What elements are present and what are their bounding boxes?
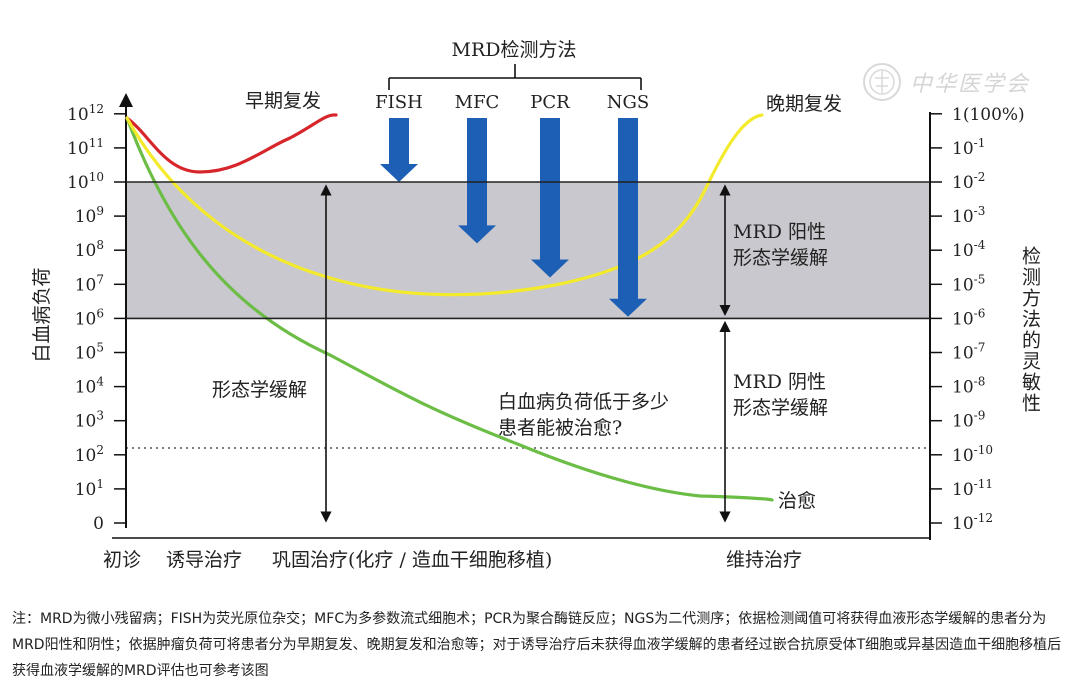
right-tick-label: 10-3 — [952, 204, 985, 227]
x-label-consolidation: 巩固治疗(化疗 / 造血干细胞移植) — [272, 549, 552, 571]
right-tick-label: 10-1 — [952, 136, 985, 159]
left-tick-label: 105 — [75, 341, 104, 364]
late-relapse-label: 晚期复发 — [766, 93, 842, 115]
method-label: MFC — [455, 92, 500, 113]
right-tick-label: 10-5 — [952, 272, 985, 295]
right-tick-label: 10-4 — [952, 238, 986, 261]
early-relapse-curve — [125, 113, 338, 174]
left-tick-label: 1012 — [67, 102, 104, 125]
mrd-positive-label-line1: MRD 阳性 — [733, 221, 826, 243]
watermark-text: 中华医学会 — [910, 72, 1031, 97]
x-label-maintenance: 维持治疗 — [726, 549, 802, 571]
right-tick-label: 1(100%) — [952, 105, 1025, 125]
cure-curve — [125, 116, 774, 502]
mrd-diagram-canvas: 0 101 102 103 104 105 106 107 108 109 1010 1011 1012… — [31, 39, 1041, 571]
mrd-methods-bracket — [388, 64, 642, 90]
watermark: 中华医学会 — [862, 62, 1030, 102]
left-tick-label: 109 — [75, 204, 104, 227]
right-tick-label: 10-11 — [952, 477, 993, 500]
right-axis-ticks: 10-12 10-11 10-10 10-9 10-8 10-7 10-6 10-5 10-4 1… — [930, 105, 1025, 534]
left-tick-label: 104 — [75, 375, 105, 398]
left-axis-title: 白血病负荷 — [31, 267, 53, 362]
left-tick-label: 0 — [93, 514, 104, 534]
question-line2: 患者能被治愈? — [498, 417, 622, 439]
right-tick-label: 10-7 — [952, 341, 985, 364]
method-arrows: FISH MFC PCR NGS — [375, 92, 649, 317]
right-tick-label: 10-8 — [952, 375, 985, 398]
right-tick-label: 10-12 — [952, 511, 993, 534]
left-axis-ticks: 0 101 102 103 104 105 106 107 108 109 1010 1011 1012 — [67, 102, 126, 534]
left-tick-label: 106 — [75, 306, 104, 329]
mrd-positive-label-line2: 形态学缓解 — [733, 247, 828, 269]
left-tick-label: 103 — [75, 409, 104, 432]
left-tick-label: 107 — [75, 272, 104, 295]
mrd-methods-title: MRD检测方法 — [452, 39, 577, 61]
method-label: NGS — [607, 92, 649, 113]
right-tick-label: 10-6 — [952, 306, 985, 329]
left-tick-label: 108 — [75, 238, 104, 261]
cure-label: 治愈 — [778, 490, 816, 512]
late-relapse-curve — [125, 113, 764, 297]
mrd-negative-label-line1: MRD 阴性 — [733, 371, 826, 393]
right-axis-title: 检测方法的灵敏性 — [1019, 246, 1041, 414]
x-label-diagnosis: 初诊 — [103, 549, 141, 571]
method-label: FISH — [375, 92, 423, 113]
right-tick-label: 10-9 — [952, 409, 985, 432]
right-tick-label: 10-10 — [952, 443, 993, 466]
left-tick-label: 1010 — [67, 170, 104, 193]
method-arrow — [609, 118, 647, 317]
morphological-remission-label: 形态学缓解 — [212, 379, 307, 401]
x-label-induction: 诱导治疗 — [166, 549, 242, 571]
society-seal-icon — [863, 63, 901, 101]
right-tick-label: 10-2 — [952, 170, 985, 193]
early-relapse-label: 早期复发 — [245, 90, 321, 112]
method-arrow — [531, 118, 569, 278]
method-label: PCR — [530, 92, 570, 113]
mrd-negative-label-line2: 形态学缓解 — [733, 397, 828, 419]
left-tick-label: 101 — [75, 477, 104, 500]
left-tick-label: 102 — [75, 443, 104, 466]
figure-note: 注：MRD为微小残留病；FISH为荧光原位杂交；MFC为多参数流式细胞术；PCR… — [12, 611, 1062, 679]
left-tick-label: 1011 — [67, 136, 104, 159]
question-line1: 白血病负荷低于多少 — [498, 391, 669, 413]
method-arrow — [458, 118, 496, 244]
method-arrow — [380, 118, 418, 182]
